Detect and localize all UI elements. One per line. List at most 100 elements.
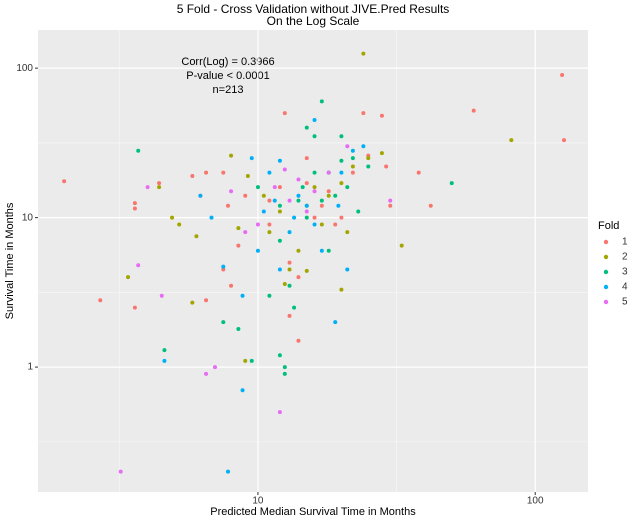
- point: [287, 267, 292, 272]
- point: [267, 170, 272, 175]
- point: [157, 185, 162, 190]
- point: [243, 358, 248, 363]
- point: [282, 167, 287, 172]
- point: [261, 193, 266, 198]
- point: [350, 170, 355, 175]
- point: [243, 230, 248, 235]
- y-tick-label: 10: [22, 212, 34, 223]
- point: [560, 72, 565, 77]
- x-tick-label: 100: [527, 496, 544, 507]
- point: [282, 365, 287, 370]
- point: [162, 348, 167, 353]
- point: [379, 113, 384, 118]
- point: [62, 179, 67, 184]
- point: [261, 209, 266, 214]
- point: [236, 243, 241, 248]
- point: [388, 198, 393, 203]
- point: [345, 144, 350, 149]
- point: [416, 170, 421, 175]
- point: [267, 230, 272, 235]
- point: [296, 338, 301, 343]
- point: [282, 281, 287, 286]
- y-tick-label: 1: [27, 362, 33, 373]
- point: [132, 305, 137, 310]
- point: [190, 300, 195, 305]
- point: [287, 260, 292, 265]
- point: [277, 410, 282, 415]
- point: [136, 148, 141, 153]
- point: [277, 238, 282, 243]
- point: [361, 111, 366, 116]
- point: [132, 206, 137, 211]
- point: [267, 198, 272, 203]
- point: [296, 193, 301, 198]
- chart-title: 5 Fold - Cross Validation without JIVE.P…: [177, 2, 450, 16]
- point: [277, 267, 282, 272]
- point: [226, 203, 231, 208]
- legend-key: [603, 284, 609, 290]
- point: [272, 185, 277, 190]
- point: [319, 222, 324, 227]
- point: [449, 181, 454, 186]
- legend-label: 2: [622, 252, 628, 263]
- point: [304, 203, 309, 208]
- point: [356, 209, 361, 214]
- point: [339, 170, 344, 175]
- point: [287, 198, 292, 203]
- point: [350, 148, 355, 153]
- point: [319, 198, 324, 203]
- point: [229, 153, 234, 158]
- point: [345, 267, 350, 272]
- x-tick-label: 10: [252, 496, 264, 507]
- point: [132, 201, 137, 206]
- point: [282, 371, 287, 376]
- annotation: P-value < 0.0001: [186, 70, 269, 82]
- point: [399, 243, 404, 248]
- point: [304, 156, 309, 161]
- point: [221, 170, 226, 175]
- annotation: Corr(Log) = 0.3966: [181, 56, 274, 68]
- point: [226, 469, 231, 474]
- point: [339, 215, 344, 220]
- point: [339, 287, 344, 292]
- point: [384, 164, 389, 169]
- point: [245, 173, 250, 178]
- point: [198, 193, 203, 198]
- point: [312, 215, 317, 220]
- point: [336, 203, 341, 208]
- point: [304, 125, 309, 130]
- point: [162, 358, 167, 363]
- point: [209, 215, 214, 220]
- point: [304, 209, 309, 214]
- point: [177, 222, 182, 227]
- point: [304, 181, 309, 186]
- point: [157, 181, 162, 186]
- point: [333, 222, 338, 227]
- point: [255, 185, 260, 190]
- point: [170, 215, 175, 220]
- point: [312, 222, 317, 227]
- point: [287, 230, 292, 235]
- point: [229, 189, 234, 194]
- point: [428, 203, 433, 208]
- point: [287, 283, 292, 288]
- panel: [38, 30, 588, 492]
- point: [388, 203, 393, 208]
- point: [249, 156, 254, 161]
- point: [350, 164, 355, 169]
- point: [333, 193, 338, 198]
- point: [296, 248, 301, 253]
- point: [361, 144, 366, 149]
- point: [236, 326, 241, 331]
- y-tick-label: 100: [16, 63, 33, 74]
- points: [62, 51, 567, 474]
- point: [159, 293, 164, 298]
- point: [350, 156, 355, 161]
- point: [277, 353, 282, 358]
- point: [277, 203, 282, 208]
- point: [221, 267, 226, 272]
- legend-key: [603, 299, 609, 305]
- legend-key: [603, 239, 609, 245]
- point: [319, 203, 324, 208]
- point: [296, 198, 301, 203]
